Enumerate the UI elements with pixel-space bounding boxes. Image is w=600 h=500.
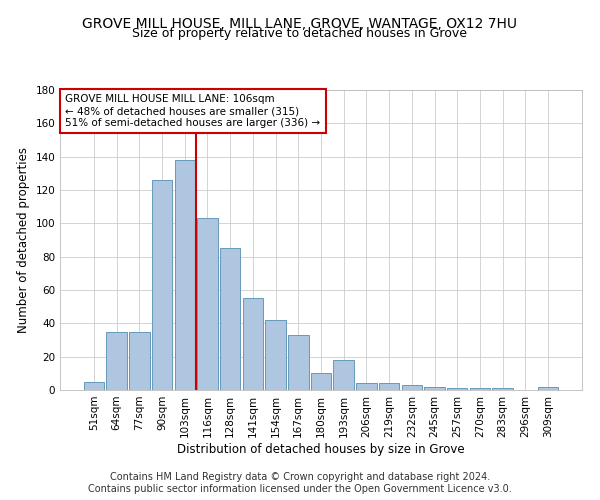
Bar — [106, 332, 127, 390]
Text: Contains HM Land Registry data © Crown copyright and database right 2024.: Contains HM Land Registry data © Crown c… — [110, 472, 490, 482]
Y-axis label: Number of detached properties: Number of detached properties — [17, 147, 30, 333]
Text: GROVE MILL HOUSE MILL LANE: 106sqm
← 48% of detached houses are smaller (315)
51: GROVE MILL HOUSE MILL LANE: 106sqm ← 48%… — [65, 94, 320, 128]
Bar — [311, 374, 331, 390]
Bar — [493, 388, 513, 390]
Bar — [175, 160, 195, 390]
Bar — [129, 332, 149, 390]
Bar — [356, 384, 377, 390]
Bar — [470, 388, 490, 390]
Bar — [424, 386, 445, 390]
Bar — [334, 360, 354, 390]
Bar — [152, 180, 172, 390]
Text: Contains public sector information licensed under the Open Government Licence v3: Contains public sector information licen… — [88, 484, 512, 494]
Bar — [265, 320, 286, 390]
Bar — [197, 218, 218, 390]
Bar — [538, 386, 558, 390]
Bar — [242, 298, 263, 390]
Bar — [288, 335, 308, 390]
Text: GROVE MILL HOUSE, MILL LANE, GROVE, WANTAGE, OX12 7HU: GROVE MILL HOUSE, MILL LANE, GROVE, WANT… — [83, 18, 517, 32]
Bar — [379, 384, 400, 390]
X-axis label: Distribution of detached houses by size in Grove: Distribution of detached houses by size … — [177, 442, 465, 456]
Bar — [220, 248, 241, 390]
Bar — [84, 382, 104, 390]
Text: Size of property relative to detached houses in Grove: Size of property relative to detached ho… — [133, 28, 467, 40]
Bar — [401, 385, 422, 390]
Bar — [447, 388, 467, 390]
